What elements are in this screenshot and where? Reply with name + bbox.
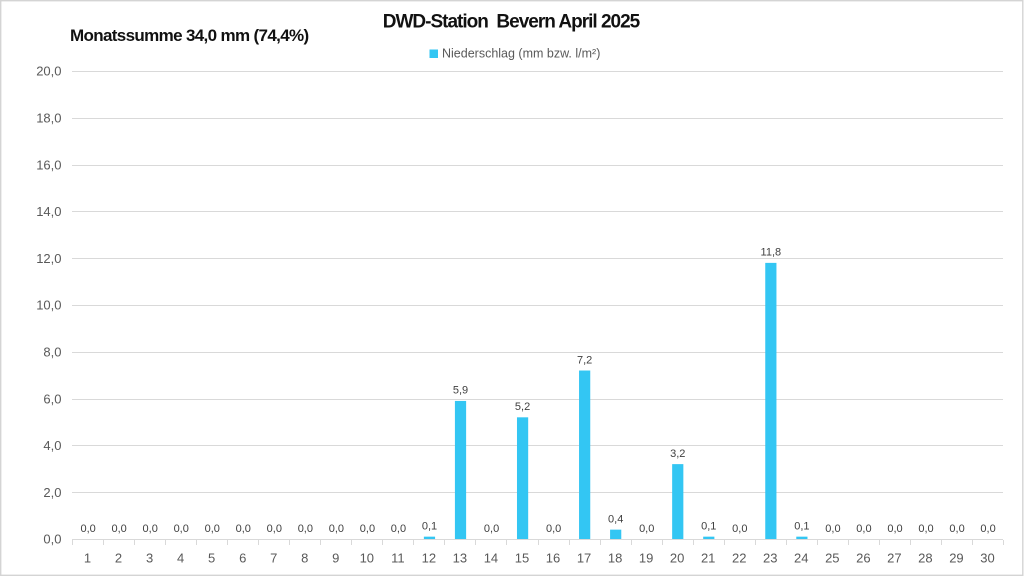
svg-text:2: 2 xyxy=(115,551,122,566)
svg-text:5: 5 xyxy=(208,551,215,566)
svg-text:14,0: 14,0 xyxy=(36,204,61,219)
svg-text:0,0: 0,0 xyxy=(949,523,964,535)
svg-text:DWD-Station Bevern April 2025: DWD-Station Bevern April 2025 xyxy=(383,11,641,32)
svg-text:0,0: 0,0 xyxy=(329,523,344,535)
svg-text:16,0: 16,0 xyxy=(36,157,61,172)
svg-text:16: 16 xyxy=(546,551,560,566)
svg-text:3: 3 xyxy=(146,551,153,566)
svg-text:7: 7 xyxy=(270,551,277,566)
svg-text:9: 9 xyxy=(332,551,339,566)
svg-text:6,0: 6,0 xyxy=(43,391,61,406)
svg-text:0,0: 0,0 xyxy=(980,523,995,535)
svg-text:12: 12 xyxy=(422,551,436,566)
svg-text:0,0: 0,0 xyxy=(391,523,406,535)
svg-text:3,2: 3,2 xyxy=(670,448,685,460)
svg-text:8: 8 xyxy=(301,551,308,566)
svg-text:8,0: 8,0 xyxy=(43,345,61,360)
svg-text:18: 18 xyxy=(608,551,622,566)
svg-text:11: 11 xyxy=(391,551,405,566)
svg-text:0,0: 0,0 xyxy=(484,523,499,535)
svg-text:26: 26 xyxy=(856,551,870,566)
svg-text:20: 20 xyxy=(670,551,684,566)
svg-text:13: 13 xyxy=(453,551,467,566)
svg-text:4,0: 4,0 xyxy=(43,438,61,453)
svg-text:0,1: 0,1 xyxy=(794,521,809,533)
svg-text:5,9: 5,9 xyxy=(453,385,468,397)
svg-text:4: 4 xyxy=(177,551,184,566)
svg-text:0,1: 0,1 xyxy=(422,521,437,533)
svg-text:0,0: 0,0 xyxy=(856,523,871,535)
svg-text:0,0: 0,0 xyxy=(267,523,282,535)
svg-text:0,0: 0,0 xyxy=(918,523,933,535)
svg-text:Niederschlag (mm bzw. l/m²): Niederschlag (mm bzw. l/m²) xyxy=(442,47,600,61)
svg-text:0,0: 0,0 xyxy=(360,523,375,535)
svg-text:0,0: 0,0 xyxy=(546,523,561,535)
svg-text:0,0: 0,0 xyxy=(80,523,95,535)
svg-text:21: 21 xyxy=(701,551,715,566)
svg-text:2,0: 2,0 xyxy=(43,485,61,500)
svg-text:10: 10 xyxy=(360,551,374,566)
svg-text:0,0: 0,0 xyxy=(112,523,127,535)
svg-text:20,0: 20,0 xyxy=(36,64,61,79)
svg-text:15: 15 xyxy=(515,551,529,566)
svg-text:1: 1 xyxy=(84,551,91,566)
svg-text:0,0: 0,0 xyxy=(43,532,61,547)
svg-text:23: 23 xyxy=(763,551,777,566)
svg-text:28: 28 xyxy=(918,551,932,566)
svg-text:0,0: 0,0 xyxy=(825,523,840,535)
svg-text:27: 27 xyxy=(887,551,901,566)
svg-text:14: 14 xyxy=(484,551,498,566)
svg-text:Monatssumme 34,0 mm (74,4%): Monatssumme 34,0 mm (74,4%) xyxy=(70,26,309,45)
svg-text:30: 30 xyxy=(980,551,994,566)
svg-text:22: 22 xyxy=(732,551,746,566)
svg-text:0,0: 0,0 xyxy=(143,523,158,535)
svg-text:5,2: 5,2 xyxy=(515,401,530,413)
svg-text:10,0: 10,0 xyxy=(36,298,61,313)
svg-text:25: 25 xyxy=(825,551,839,566)
svg-text:11,8: 11,8 xyxy=(761,247,782,259)
svg-text:0,0: 0,0 xyxy=(639,523,654,535)
svg-text:24: 24 xyxy=(794,551,808,566)
svg-text:7,2: 7,2 xyxy=(577,354,592,366)
svg-text:0,0: 0,0 xyxy=(236,523,251,535)
svg-text:19: 19 xyxy=(639,551,653,566)
svg-text:0,0: 0,0 xyxy=(732,523,747,535)
svg-text:12,0: 12,0 xyxy=(36,251,61,266)
svg-text:0,4: 0,4 xyxy=(608,513,623,525)
svg-text:0,0: 0,0 xyxy=(298,523,313,535)
svg-text:18,0: 18,0 xyxy=(36,111,61,126)
svg-text:0,0: 0,0 xyxy=(205,523,220,535)
svg-text:0,0: 0,0 xyxy=(174,523,189,535)
svg-text:29: 29 xyxy=(949,551,963,566)
svg-text:0,0: 0,0 xyxy=(887,523,902,535)
svg-text:17: 17 xyxy=(577,551,591,566)
svg-text:0,1: 0,1 xyxy=(701,521,716,533)
svg-text:6: 6 xyxy=(239,551,246,566)
